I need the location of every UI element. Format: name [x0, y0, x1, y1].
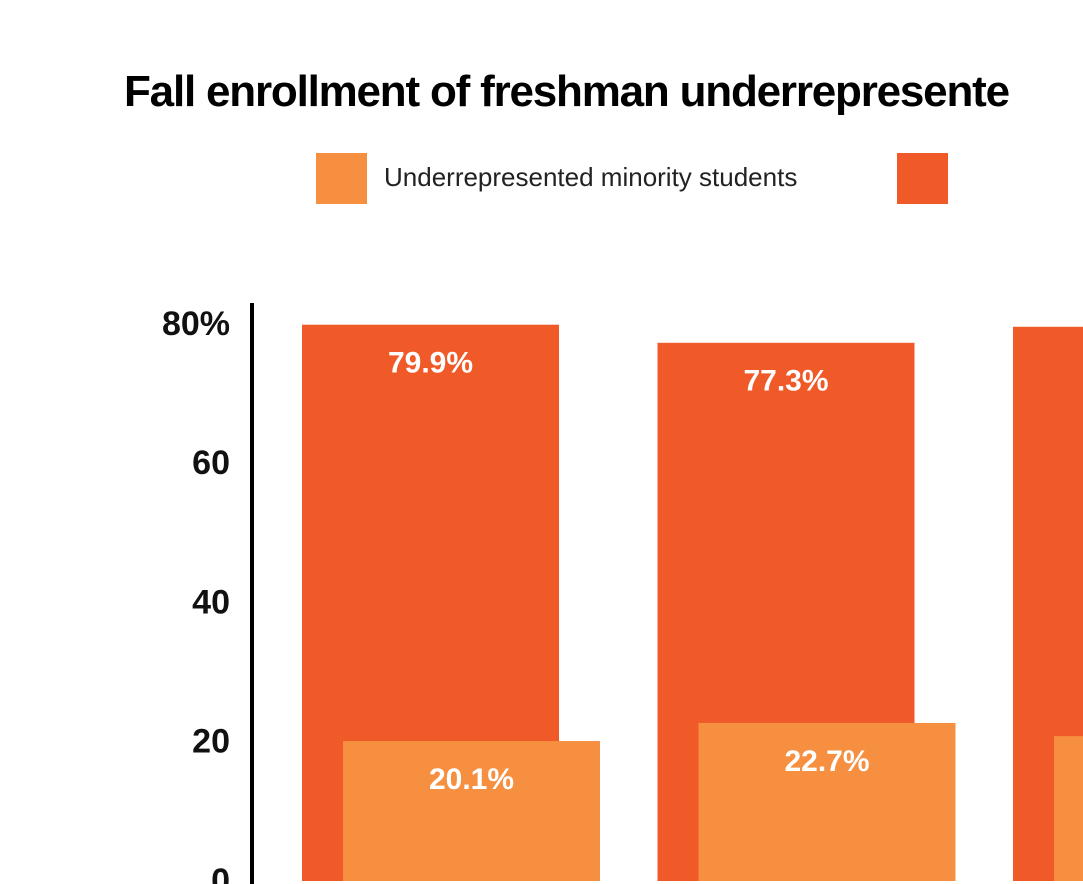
legend-swatch — [897, 153, 948, 204]
bar — [343, 741, 600, 881]
value-label: 20.1% — [429, 763, 514, 796]
value-label: 79.9% — [388, 347, 473, 380]
y-tick-label: 80% — [162, 305, 230, 343]
value-label: 77.3% — [743, 365, 828, 398]
bar — [698, 722, 956, 881]
value-label: 22.7% — [784, 745, 869, 778]
chart-title: Fall enrollment of freshman underreprese… — [124, 67, 1009, 116]
y-tick-label: 20 — [192, 723, 230, 761]
legend-swatch — [316, 153, 367, 204]
legend-label: Underrepresented minority students — [384, 162, 797, 192]
y-tick-label: 60 — [192, 444, 230, 482]
bar — [1054, 736, 1083, 881]
y-tick-label: 0 — [211, 862, 230, 884]
y-tick-label: 40 — [192, 583, 230, 621]
